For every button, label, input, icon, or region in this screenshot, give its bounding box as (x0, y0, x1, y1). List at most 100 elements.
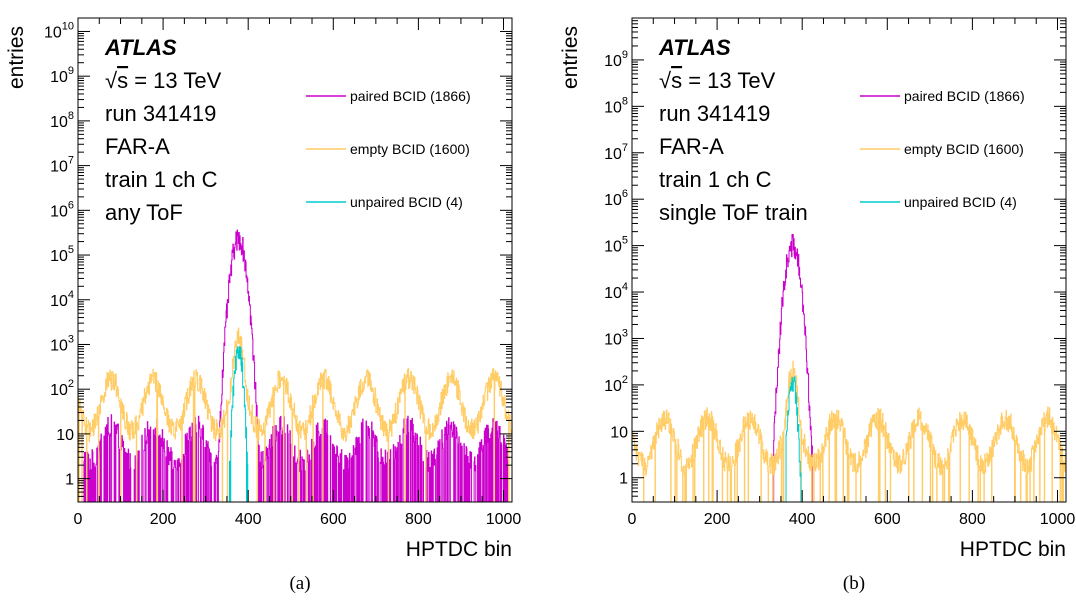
histogram-series-group (77, 229, 513, 503)
histogram-series-2 (631, 360, 1067, 503)
y-tick-label: 107 (50, 155, 74, 176)
y-tick-label: 108 (604, 95, 628, 116)
experiment-label: ATLAS (104, 35, 177, 60)
histogram-series-1 (768, 234, 820, 503)
y-tick-exponent: 2 (68, 378, 74, 390)
energy-value: = 13 TeV (682, 68, 775, 93)
x-tick-label: 0 (628, 511, 637, 528)
legend-entry: unpaired BCID (4) (904, 194, 1017, 210)
x-tick-label: 1000 (486, 511, 522, 528)
y-tick-exponent: 7 (68, 155, 74, 167)
annotation-run: run 341419 (659, 101, 770, 126)
y-tick-base: 1 (619, 471, 628, 488)
sqrt-symbol: √ (659, 68, 672, 93)
annotation-station: FAR-A (659, 134, 724, 159)
y-tick-exponent: 4 (622, 281, 628, 293)
y-tick-exponent: 3 (622, 327, 628, 339)
y-tick-label: 103 (50, 333, 74, 354)
y-axis-label: entries (5, 26, 28, 89)
x-tick-label: 600 (320, 511, 347, 528)
y-tick-exponent: 6 (622, 188, 628, 200)
y-tick-exponent: 2 (622, 374, 628, 386)
y-tick-exponent: 10 (62, 20, 74, 32)
y-tick-base: 10 (604, 378, 622, 395)
y-tick-label: 106 (50, 199, 74, 220)
y-tick-label: 10 (610, 424, 628, 441)
y-tick-exponent: 4 (68, 289, 74, 301)
legend: paired BCID (1866) empty BCID (1600) unpai… (306, 88, 471, 210)
annotation-selection: any ToF (105, 200, 183, 225)
x-tick-label: 0 (74, 511, 83, 528)
y-tick-label: 108 (50, 110, 74, 131)
energy-value: = 13 TeV (128, 68, 221, 93)
energy-label: √s = 13 TeV (105, 68, 222, 93)
y-tick-base: 10 (50, 382, 68, 399)
sqrt-symbol: √ (105, 68, 118, 93)
legend-entry: paired BCID (1866) (350, 88, 471, 104)
annotation-station: FAR-A (105, 134, 170, 159)
panel-caption: (b) (843, 573, 865, 594)
y-tick-base: 10 (50, 293, 68, 310)
annotation-channel: train 1 ch C (105, 167, 218, 192)
y-tick-label: 105 (604, 235, 628, 256)
y-tick-base: 10 (604, 285, 622, 302)
y-tick-label: 109 (50, 65, 74, 86)
y-tick-label: 109 (604, 49, 628, 70)
y-tick-base: 10 (50, 159, 68, 176)
panel-a: 0 200 400 600 800 100011010210310410510610710… (5, 17, 522, 594)
x-tick-label: 600 (874, 511, 901, 528)
y-tick-exponent: 6 (68, 199, 74, 211)
y-tick-label: 103 (604, 327, 628, 348)
y-tick-exponent: 8 (622, 95, 628, 107)
y-tick-exponent: 7 (622, 142, 628, 154)
x-axis-label: HPTDC bin (960, 538, 1066, 561)
histogram-series-1 (82, 229, 509, 503)
y-tick-base: 10 (610, 424, 628, 441)
annotation-channel: train 1 ch C (659, 167, 772, 192)
y-tick-label: 102 (50, 378, 74, 399)
panel-b: 0 200 400 600 800 100011010210310410510610710… (559, 17, 1076, 594)
x-tick-label: 200 (150, 511, 177, 528)
y-tick-base: 10 (50, 114, 68, 131)
energy-s: s (117, 68, 128, 93)
x-tick-label: 1000 (1040, 511, 1076, 528)
y-tick-base: 10 (50, 69, 68, 86)
y-tick-exponent: 9 (68, 65, 74, 77)
x-tick-label: 400 (235, 511, 262, 528)
x-tick-label: 400 (789, 511, 816, 528)
y-tick-label: 10 (56, 427, 74, 444)
x-tick-label: 800 (959, 511, 986, 528)
y-tick-exponent: 3 (68, 333, 74, 345)
y-tick-label: 104 (604, 281, 628, 302)
y-tick-label: 104 (50, 289, 74, 310)
y-tick-base: 10 (56, 427, 74, 444)
legend-entry: unpaired BCID (4) (350, 194, 463, 210)
y-tick-exponent: 8 (68, 110, 74, 122)
y-tick-base: 10 (604, 331, 622, 348)
histogram-series-group (631, 234, 1067, 503)
plot-frame (77, 17, 513, 503)
y-tick-base: 10 (50, 248, 68, 265)
y-tick-label: 102 (604, 374, 628, 395)
y-tick-label: 106 (604, 188, 628, 209)
annotation-selection: single ToF train (659, 200, 808, 225)
y-tick-label: 105 (50, 244, 74, 265)
energy-s: s (671, 68, 682, 93)
legend-entry: empty BCID (1600) (350, 141, 470, 157)
legend-entry: empty BCID (1600) (904, 141, 1024, 157)
x-tick-label: 200 (704, 511, 731, 528)
y-tick-label: 1 (619, 471, 628, 488)
y-tick-base: 10 (604, 239, 622, 256)
y-tick-label: 107 (604, 142, 628, 163)
y-tick-base: 10 (604, 192, 622, 209)
experiment-label: ATLAS (658, 35, 731, 60)
y-tick-label: 1010 (44, 20, 74, 41)
y-tick-base: 10 (44, 24, 62, 41)
y-tick-base: 10 (604, 99, 622, 116)
y-tick-base: 10 (50, 337, 68, 354)
legend: paired BCID (1866) empty BCID (1600) unpai… (860, 88, 1025, 210)
y-tick-base: 10 (50, 203, 68, 220)
y-tick-base: 1 (65, 472, 74, 489)
x-tick-label: 800 (405, 511, 432, 528)
